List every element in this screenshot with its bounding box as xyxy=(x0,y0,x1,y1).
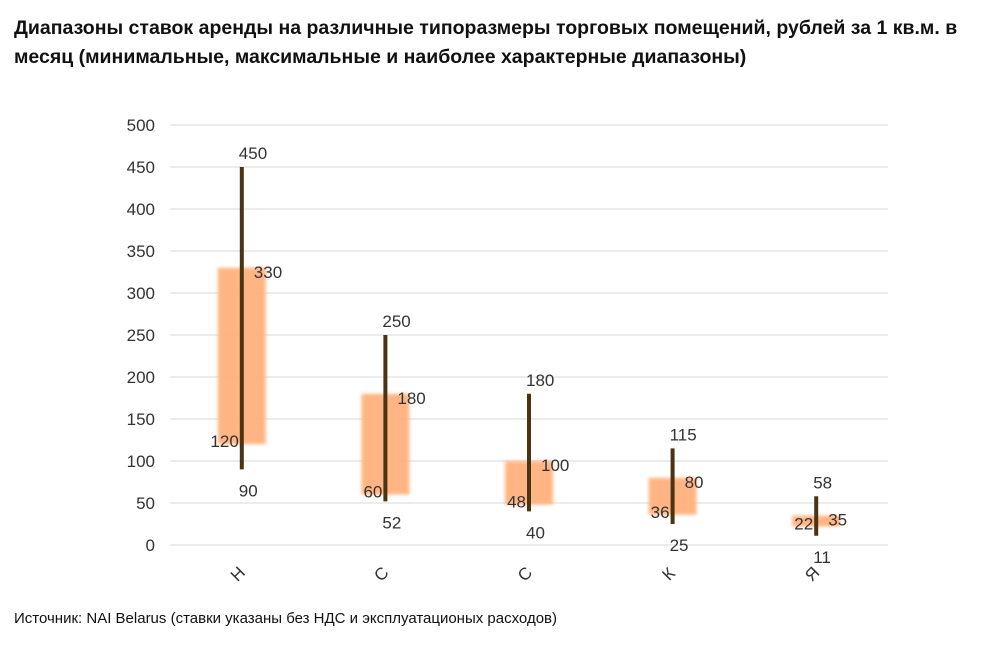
min-label: 90 xyxy=(239,481,258,500)
min-max-lines xyxy=(239,167,819,536)
typical-low-label: 36 xyxy=(651,503,670,522)
data-labels: 450 90 330 120 250 52 180 60 180 40 100 48 115 25 80 36… xyxy=(210,144,847,567)
typical-low-label: 120 xyxy=(210,432,238,451)
min-label: 52 xyxy=(382,513,401,532)
y-tick-label: 50 xyxy=(136,494,155,513)
y-tick-label: 500 xyxy=(127,116,155,135)
y-tick-label: 100 xyxy=(127,452,155,471)
typical-low-label: 60 xyxy=(363,483,382,502)
max-label: 115 xyxy=(670,425,697,444)
min-label: 11 xyxy=(813,548,831,567)
max-label: 250 xyxy=(382,312,410,331)
y-tick-label: 250 xyxy=(127,326,155,345)
source-note: Источник: NAI Belarus (ставки указаны бе… xyxy=(14,610,558,627)
x-tick-label: С xyxy=(514,563,536,585)
typical-low-label: 48 xyxy=(507,493,526,512)
y-tick-label: 0 xyxy=(146,536,155,555)
min-label: 25 xyxy=(670,536,689,555)
y-axis-ticks: 0 50 100 150 200 250 300 350 400 450 500 xyxy=(127,116,155,555)
typical-high-label: 100 xyxy=(541,456,569,475)
typical-high-label: 80 xyxy=(685,473,704,492)
max-label: 180 xyxy=(526,371,554,390)
gridlines xyxy=(170,124,888,546)
chart-title: Диапазоны ставок аренды на различные тип… xyxy=(14,17,958,68)
y-tick-label: 300 xyxy=(127,284,155,303)
y-tick-label: 400 xyxy=(127,200,155,219)
min-label: 40 xyxy=(526,523,545,542)
y-tick-label: 350 xyxy=(127,242,155,261)
x-tick-label: К xyxy=(658,564,679,585)
typical-high-label: 180 xyxy=(397,389,425,408)
x-tick-label: Н xyxy=(227,563,249,585)
typical-low-label: 22 xyxy=(794,515,813,534)
max-label: 450 xyxy=(239,144,267,163)
y-tick-label: 450 xyxy=(127,158,155,177)
max-label: 58 xyxy=(813,473,832,492)
x-tick-label: С xyxy=(370,563,392,585)
y-tick-label: 150 xyxy=(127,410,155,429)
typical-high-label: 330 xyxy=(254,263,282,282)
typical-high-label: 35 xyxy=(828,511,847,530)
y-tick-label: 200 xyxy=(127,368,155,387)
